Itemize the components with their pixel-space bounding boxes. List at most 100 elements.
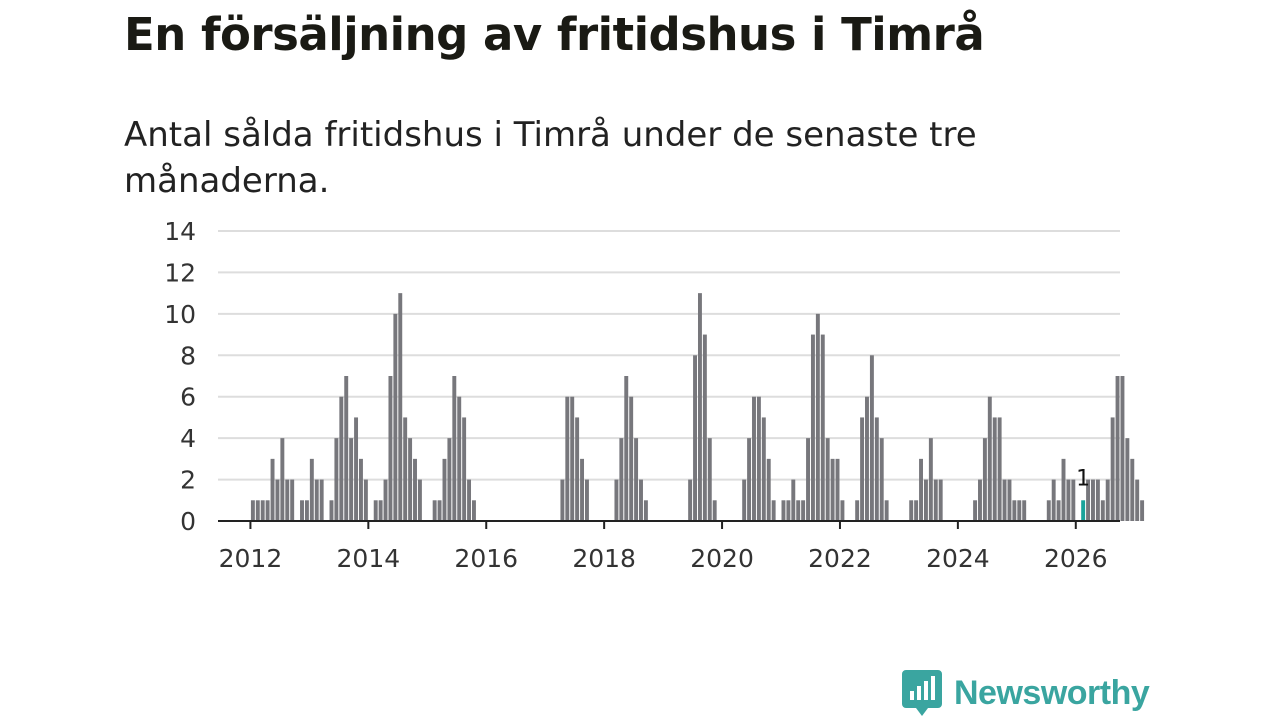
bar [275,479,280,521]
bar [865,396,869,521]
bar [747,438,752,521]
bar [634,438,639,521]
bar [933,479,938,521]
x-tick-label: 2014 [337,544,401,573]
bar [629,396,634,521]
bar [1130,458,1135,521]
bar [260,500,265,521]
bar [584,479,589,521]
bars [250,293,1145,521]
x-axis: 2012 2014 2016 2018 2020 2022 2024 2026 [218,520,1120,573]
bar [860,417,865,521]
bar [334,438,339,521]
bar [987,396,992,521]
bar [1115,376,1120,521]
bar [1135,479,1140,521]
bar [413,458,417,521]
bar [265,500,270,521]
bar [1002,479,1007,521]
bar [938,479,943,521]
bar [766,458,771,521]
bar [1140,500,1145,521]
bar [565,396,570,521]
chart-title: En försäljning av fritidshus i Timrå [124,8,985,61]
bar [309,458,314,521]
x-tick-label: 2016 [454,544,518,573]
bar [314,479,319,521]
bar [1012,500,1017,521]
bar [570,396,575,521]
bar [1120,376,1125,521]
brand-name: Newsworthy [954,673,1150,712]
bar [840,500,845,521]
bar [300,500,304,521]
bar [270,458,275,521]
x-tick-label: 2022 [808,544,872,573]
bar [791,479,796,521]
bar [923,479,928,521]
bar [869,355,874,521]
bar [349,438,354,521]
bar [378,500,383,521]
bar [614,479,619,521]
bar [1100,500,1105,521]
bar [909,500,914,521]
bar [761,417,766,521]
y-tick-label: 8 [180,341,196,370]
bar [771,500,776,521]
y-tick-label: 10 [164,300,196,329]
newsworthy-logo[interactable]: Newsworthy [902,670,1150,716]
bar [359,458,363,521]
bar [1022,500,1027,521]
bar [1091,479,1095,521]
bar [1061,458,1066,521]
bar [874,417,879,521]
bar [825,438,830,521]
y-axis-ticks: 0 2 4 6 8 10 12 14 [164,217,196,536]
y-tick-label: 12 [164,258,196,287]
bar [447,438,452,521]
y-tick-label: 2 [180,466,196,495]
bar [702,334,707,521]
bar [879,438,884,521]
bar [928,438,933,521]
bar [1110,417,1115,521]
bar [786,500,791,521]
bar [442,458,447,521]
bar [467,479,472,521]
bar [255,500,260,521]
bar [373,500,378,521]
bar [643,500,648,521]
bar [697,293,702,521]
y-tick-label: 4 [180,424,196,453]
bar [693,355,697,521]
bar [319,479,324,521]
bar [992,417,997,521]
bar [619,438,624,521]
bar [830,458,835,521]
x-tick-label: 2026 [1044,544,1108,573]
bar [280,438,285,521]
bar [354,417,359,521]
bar [835,458,840,521]
bar [417,479,422,521]
x-tick-label: 2020 [690,544,754,573]
bar-chart-speech-bubble-icon [902,670,942,716]
data-label: 1 [1076,466,1090,491]
bar [712,500,717,521]
bar-highlight [1081,500,1086,521]
bar [363,479,368,521]
bar [1071,479,1076,521]
bar [290,479,295,521]
bar [1056,500,1061,521]
bar [884,500,889,521]
bar [752,396,756,521]
bar [437,500,442,521]
bar [855,500,860,521]
bar [1105,479,1110,521]
bar [796,500,801,521]
bar [801,500,806,521]
bar [408,438,413,521]
gridlines [218,230,1120,481]
bar [1046,500,1051,521]
